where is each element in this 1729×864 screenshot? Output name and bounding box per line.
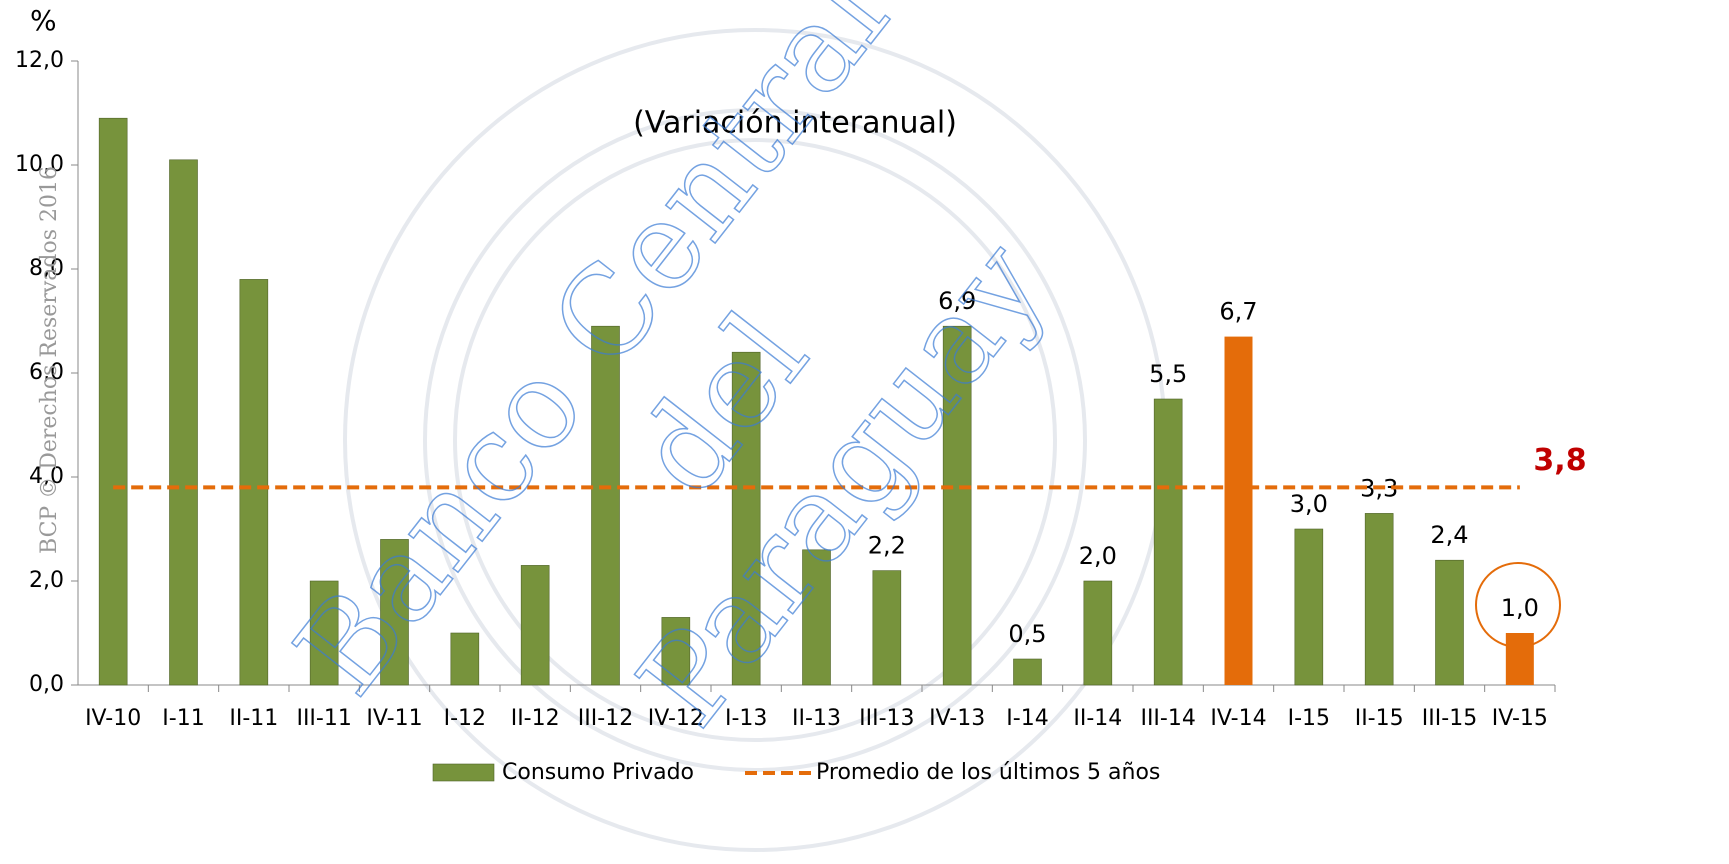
- x-tick-label: IV-13: [929, 706, 985, 731]
- average-label: 3,8: [1533, 443, 1586, 478]
- x-tick-label: II-15: [1355, 706, 1404, 731]
- data-label: 0,5: [1008, 620, 1046, 648]
- legend-swatch: [432, 763, 495, 782]
- bar: [872, 570, 902, 686]
- bar: [802, 549, 831, 686]
- y-tick-label: 12,0: [15, 48, 64, 73]
- x-tick-label: IV-14: [1210, 706, 1266, 731]
- bar: [1153, 398, 1183, 686]
- y-tick-label: 8,0: [29, 256, 64, 281]
- x-tick-label: II-14: [1073, 706, 1122, 731]
- bar: [1294, 528, 1324, 686]
- bar: [239, 279, 269, 686]
- bar: [731, 351, 761, 686]
- bar: [591, 325, 620, 686]
- y-tick-label: 10,0: [15, 152, 64, 177]
- y-tick-label: 4,0: [29, 464, 64, 489]
- bar: [661, 617, 691, 686]
- x-tick-label: III-12: [578, 706, 633, 731]
- x-tick-label: II-12: [511, 706, 560, 731]
- data-label: 6,7: [1219, 298, 1257, 326]
- y-tick-label: 2,0: [29, 568, 64, 593]
- x-tick-label: III-14: [1140, 706, 1195, 731]
- chart-title: (Variación interanual): [633, 106, 957, 141]
- y-tick-label: 6,0: [29, 360, 64, 385]
- x-tick-label: IV-12: [648, 706, 704, 731]
- data-label: 1,0: [1501, 594, 1539, 622]
- x-tick-label: II-13: [792, 706, 841, 731]
- data-label: 5,5: [1149, 360, 1187, 388]
- watermark-side: BCP © Derechos Reservados 2016: [37, 166, 62, 554]
- x-tick-label: I-13: [725, 706, 767, 731]
- legend-label: Promedio de los últimos 5 años: [816, 760, 1160, 785]
- bar: [309, 580, 339, 686]
- bar: [942, 325, 972, 686]
- x-tick-label: II-11: [229, 706, 278, 731]
- x-tick-label: III-15: [1422, 706, 1477, 731]
- data-label: 2,0: [1079, 542, 1117, 570]
- x-tick-label: I-12: [444, 706, 486, 731]
- bar: [98, 117, 128, 686]
- data-label: 3,0: [1290, 490, 1328, 518]
- x-tick-label: I-14: [1006, 706, 1048, 731]
- bar: [1224, 336, 1253, 685]
- bar: [1505, 633, 1534, 685]
- bar: [169, 159, 198, 686]
- bar: [450, 632, 480, 686]
- data-label: 6,9: [938, 287, 976, 315]
- bar: [520, 565, 550, 686]
- x-tick-label: I-11: [162, 706, 204, 731]
- data-label: 2,4: [1430, 521, 1468, 549]
- bar: [1435, 559, 1464, 686]
- y-tick-label: 0,0: [29, 672, 64, 697]
- x-tick-label: III-11: [296, 706, 351, 731]
- x-tick-label: IV-11: [366, 706, 422, 731]
- x-tick-label: IV-10: [85, 706, 141, 731]
- y-unit: %: [30, 4, 57, 37]
- bar: [380, 539, 409, 686]
- bar: [1364, 513, 1394, 686]
- bar: [1083, 580, 1113, 686]
- x-tick-label: IV-15: [1492, 706, 1548, 731]
- data-label: 2,2: [868, 532, 906, 560]
- x-tick-label: I-15: [1288, 706, 1330, 731]
- bar: [1013, 658, 1042, 686]
- legend-label: Consumo Privado: [502, 760, 694, 785]
- x-tick-label: III-13: [859, 706, 914, 731]
